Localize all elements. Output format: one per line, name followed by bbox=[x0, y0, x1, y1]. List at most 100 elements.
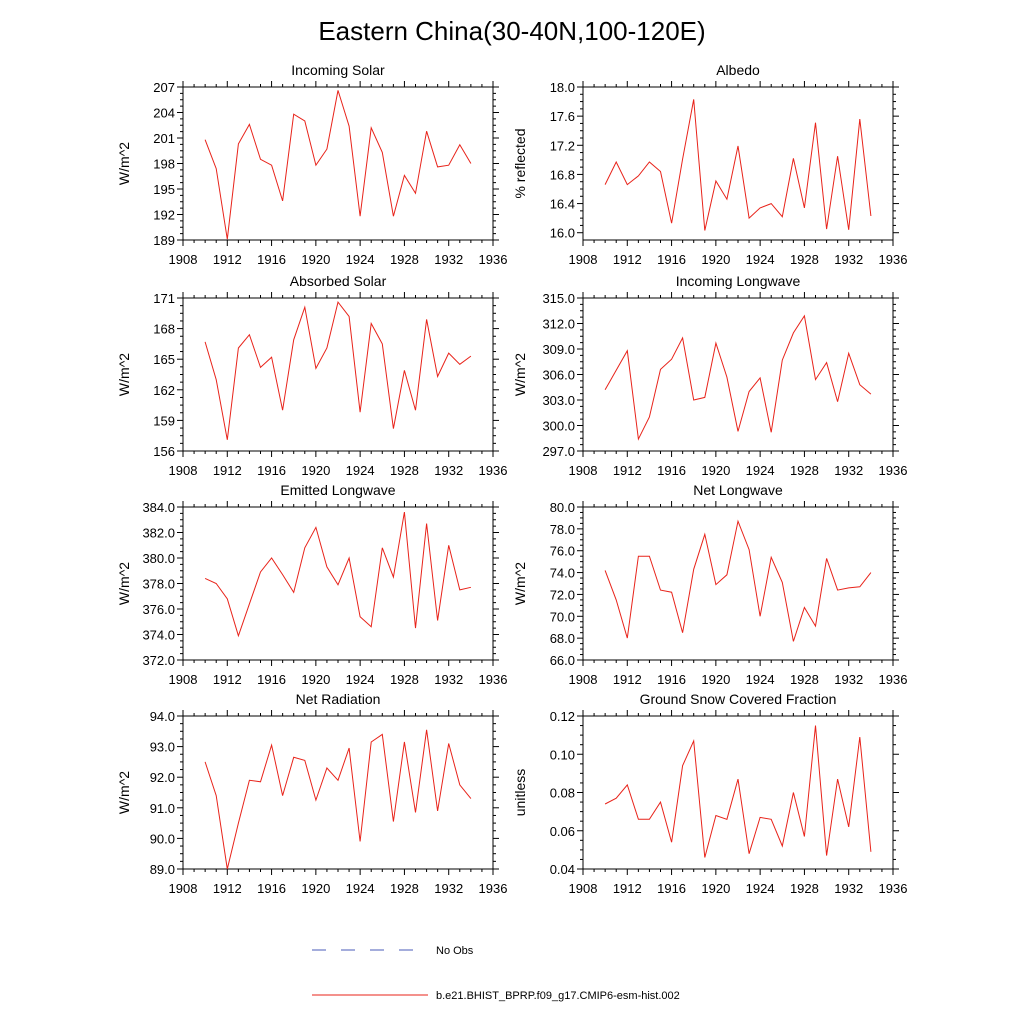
y-tick-label: 300.0 bbox=[542, 419, 575, 434]
x-tick-label: 1932 bbox=[834, 463, 863, 478]
y-tick-label: 68.0 bbox=[550, 631, 575, 646]
series-line-model bbox=[604, 725, 872, 858]
y-axis-label: W/m^2 bbox=[116, 771, 132, 814]
y-tick-label: 159 bbox=[153, 413, 175, 428]
panel-title: Emitted Longwave bbox=[280, 482, 395, 498]
y-tick-label: 0.08 bbox=[550, 786, 575, 801]
x-tick-label: 1924 bbox=[346, 881, 375, 896]
x-tick-label: 1924 bbox=[746, 672, 775, 687]
y-tick-label: 16.4 bbox=[550, 197, 575, 212]
y-tick-label: 306.0 bbox=[542, 368, 575, 383]
panel-ground-snow-covered-fraction: Ground Snow Covered Fraction 1908 1912 1916… bbox=[512, 691, 907, 896]
panel-title: Incoming Solar bbox=[291, 62, 385, 78]
y-tick-label: 70.0 bbox=[550, 609, 575, 624]
x-tick-label: 1920 bbox=[301, 672, 330, 687]
y-tick-label: 16.8 bbox=[550, 167, 575, 182]
x-tick-label: 1920 bbox=[701, 672, 730, 687]
panel-title: Ground Snow Covered Fraction bbox=[640, 691, 837, 707]
x-tick-label: 1928 bbox=[790, 672, 819, 687]
x-tick-label: 1932 bbox=[834, 252, 863, 267]
panel-title: Absorbed Solar bbox=[290, 273, 387, 289]
panel-emitted-longwave: Emitted Longwave 1908 1912 1916 1920 1924 1928… bbox=[116, 482, 507, 687]
y-tick-label: 312.0 bbox=[542, 317, 575, 332]
y-tick-label: 156 bbox=[153, 444, 175, 459]
y-tick-label: 204 bbox=[153, 106, 175, 121]
x-tick-label: 1916 bbox=[657, 672, 686, 687]
y-axis-label: W/m^2 bbox=[512, 562, 528, 605]
series-line-model bbox=[204, 300, 472, 440]
x-tick-label: 1908 bbox=[569, 252, 598, 267]
y-tick-label: 380.0 bbox=[142, 551, 175, 566]
y-tick-label: 315.0 bbox=[542, 291, 575, 306]
x-tick-label: 1924 bbox=[746, 252, 775, 267]
y-tick-label: 303.0 bbox=[542, 393, 575, 408]
x-tick-label: 1912 bbox=[213, 252, 242, 267]
y-tick-label: 0.04 bbox=[550, 862, 575, 877]
y-tick-label: 72.0 bbox=[550, 587, 575, 602]
x-tick-label: 1920 bbox=[701, 881, 730, 896]
series-line-model bbox=[604, 314, 872, 441]
y-tick-label: 76.0 bbox=[550, 544, 575, 559]
y-tick-label: 17.2 bbox=[550, 138, 575, 153]
x-tick-label: 1920 bbox=[301, 881, 330, 896]
y-tick-label: 207 bbox=[153, 80, 175, 95]
x-tick-label: 1924 bbox=[346, 463, 375, 478]
x-tick-label: 1928 bbox=[790, 252, 819, 267]
x-tick-label: 1936 bbox=[479, 463, 508, 478]
y-tick-label: 297.0 bbox=[542, 444, 575, 459]
x-tick-label: 1916 bbox=[257, 881, 286, 896]
panel-title: Albedo bbox=[716, 62, 760, 78]
panel-grid: Incoming Solar 1908 1912 1916 1920 1924 1928 19… bbox=[116, 62, 907, 896]
x-tick-label: 1932 bbox=[434, 252, 463, 267]
x-tick-label: 1912 bbox=[213, 672, 242, 687]
figure-title: Eastern China(30-40N,100-120E) bbox=[318, 16, 705, 46]
y-tick-label: 89.0 bbox=[150, 862, 175, 877]
plot-frame bbox=[582, 297, 894, 452]
x-tick-label: 1912 bbox=[613, 463, 642, 478]
y-tick-label: 66.0 bbox=[550, 653, 575, 668]
x-tick-label: 1928 bbox=[390, 463, 419, 478]
y-axis-label: W/m^2 bbox=[116, 562, 132, 605]
y-tick-label: 78.0 bbox=[550, 522, 575, 537]
x-tick-label: 1932 bbox=[834, 881, 863, 896]
y-tick-label: 18.0 bbox=[550, 80, 575, 95]
x-tick-label: 1936 bbox=[879, 881, 908, 896]
x-tick-label: 1928 bbox=[390, 881, 419, 896]
panel-incoming-longwave: Incoming Longwave 1908 1912 1916 1920 1924 192… bbox=[512, 273, 907, 478]
series-line-model bbox=[604, 99, 872, 231]
plot-frame bbox=[582, 506, 894, 661]
x-tick-label: 1912 bbox=[613, 252, 642, 267]
y-tick-label: 94.0 bbox=[150, 709, 175, 724]
x-tick-label: 1908 bbox=[169, 881, 198, 896]
series-line-model bbox=[204, 729, 472, 870]
x-tick-label: 1908 bbox=[569, 463, 598, 478]
y-tick-label: 162 bbox=[153, 383, 175, 398]
y-tick-label: 17.6 bbox=[550, 109, 575, 124]
x-tick-label: 1928 bbox=[790, 463, 819, 478]
x-tick-label: 1916 bbox=[257, 463, 286, 478]
x-tick-label: 1936 bbox=[879, 252, 908, 267]
series-line-model bbox=[204, 512, 472, 638]
x-tick-label: 1920 bbox=[701, 252, 730, 267]
y-tick-label: 192 bbox=[153, 208, 175, 223]
x-tick-label: 1916 bbox=[657, 463, 686, 478]
x-tick-label: 1932 bbox=[434, 881, 463, 896]
panel-net-longwave: Net Longwave 1908 1912 1916 1920 1924 1928 1932… bbox=[512, 482, 907, 687]
y-tick-label: 374.0 bbox=[142, 628, 175, 643]
x-tick-label: 1912 bbox=[213, 463, 242, 478]
series-line-model bbox=[204, 90, 472, 240]
y-tick-label: 0.12 bbox=[550, 709, 575, 724]
y-tick-label: 376.0 bbox=[142, 602, 175, 617]
y-tick-label: 168 bbox=[153, 322, 175, 337]
x-tick-label: 1916 bbox=[657, 252, 686, 267]
x-tick-label: 1908 bbox=[169, 252, 198, 267]
legend-label-no-obs: No Obs bbox=[436, 945, 474, 957]
panel-albedo: Albedo 1908 1912 1916 1920 1924 1928 1932 1936 16… bbox=[512, 62, 907, 267]
legend: No Obs b.e21.BHIST_BPRP.f09_g17.CMIP6-es… bbox=[312, 945, 680, 1002]
panel-incoming-solar: Incoming Solar 1908 1912 1916 1920 1924 1928 19… bbox=[116, 62, 507, 267]
x-tick-label: 1924 bbox=[746, 881, 775, 896]
x-tick-label: 1936 bbox=[479, 881, 508, 896]
y-tick-label: 372.0 bbox=[142, 653, 175, 668]
x-tick-label: 1928 bbox=[390, 252, 419, 267]
